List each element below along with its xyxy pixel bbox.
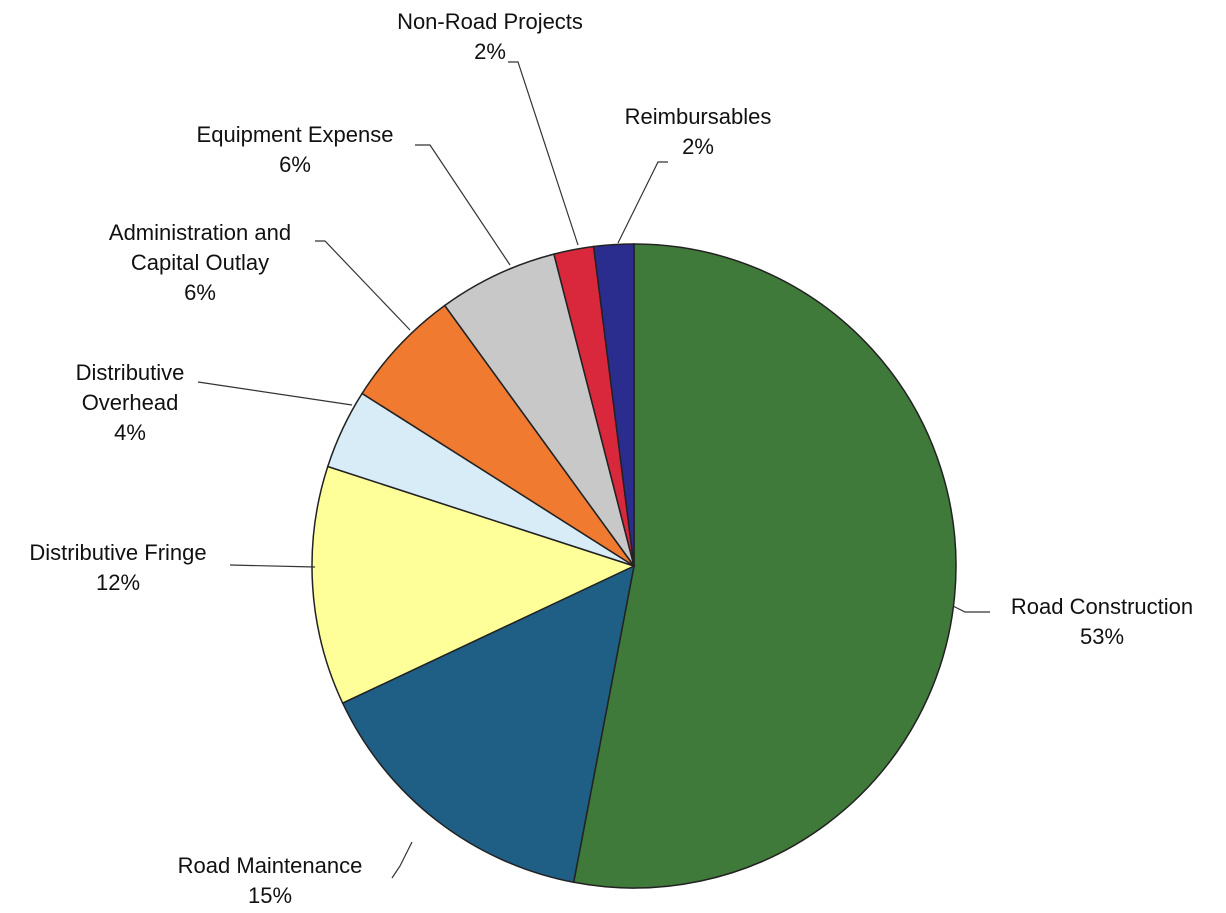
slice-label: Administration and Capital Outlay 6% bbox=[80, 218, 320, 308]
slice-label: Distributive Overhead 4% bbox=[55, 358, 205, 448]
slice-name: Distributive Fringe bbox=[29, 540, 207, 565]
leader-line bbox=[315, 240, 411, 331]
slice-value: 12% bbox=[95, 570, 141, 595]
leader-line bbox=[391, 841, 413, 879]
slice-name: Distributive Overhead bbox=[75, 360, 185, 415]
slice-label: Road Maintenance 15% bbox=[140, 851, 400, 911]
leader-line bbox=[229, 564, 316, 568]
slice-label: Road Construction 53% bbox=[972, 592, 1226, 652]
slice-label: Equipment Expense 6% bbox=[165, 120, 425, 180]
leader-line bbox=[508, 61, 579, 246]
pie-slice bbox=[311, 465, 637, 705]
leader-line bbox=[197, 381, 353, 406]
slice-name: Road Construction bbox=[1010, 594, 1194, 619]
pie-slice bbox=[341, 564, 636, 884]
leader-line bbox=[617, 161, 668, 244]
slice-name: Road Maintenance bbox=[177, 853, 363, 878]
slice-label: Non-Road Projects 2% bbox=[360, 7, 620, 67]
pie-slice bbox=[592, 243, 635, 567]
slice-name: Administration and Capital Outlay bbox=[108, 220, 292, 275]
slice-name: Non-Road Projects bbox=[397, 9, 583, 34]
pie-slice bbox=[443, 253, 635, 567]
slice-value: 2% bbox=[474, 39, 506, 64]
slice-value: 2% bbox=[682, 134, 714, 159]
slice-value: 6% bbox=[184, 280, 216, 305]
leader-line bbox=[415, 144, 511, 266]
slice-value: 53% bbox=[1079, 624, 1125, 649]
slice-name: Equipment Expense bbox=[196, 122, 394, 147]
slice-value: 15% bbox=[247, 883, 293, 908]
slice-value: 6% bbox=[279, 152, 311, 177]
slice-label: Distributive Fringe 12% bbox=[0, 538, 238, 598]
leader-line bbox=[952, 605, 990, 613]
pie-slice bbox=[361, 304, 635, 567]
slice-name: Reimbursables bbox=[624, 104, 772, 129]
slice-label: Reimbursables 2% bbox=[588, 102, 808, 162]
pie-slice bbox=[572, 243, 957, 889]
slice-value: 4% bbox=[114, 420, 146, 445]
